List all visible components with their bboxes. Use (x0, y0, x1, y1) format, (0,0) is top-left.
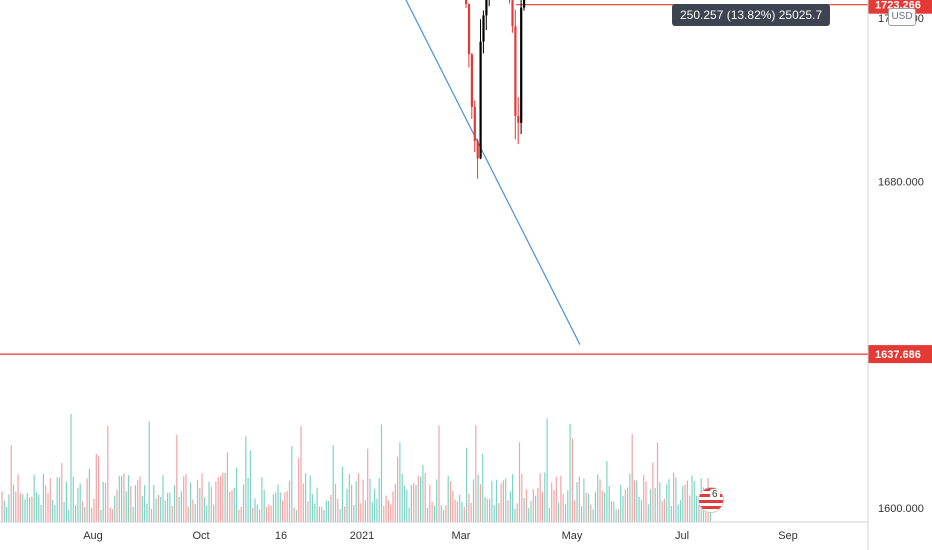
x-tick-label: Aug (83, 530, 103, 542)
y-tick-label: 1680.000 (878, 176, 924, 188)
x-tick-label: 2021 (350, 530, 374, 542)
events-count: 6 (710, 489, 720, 500)
x-tick-label: Sep (778, 530, 798, 542)
candle-body (514, 26, 517, 117)
candle-body (476, 140, 479, 159)
x-tick-label: Jul (675, 530, 689, 542)
y-tick-label: 1600.000 (878, 503, 924, 515)
candle-body (473, 106, 476, 141)
channel-lower-line (405, 0, 581, 345)
measure-tooltip: 250.257 (13.82%) 25025.7 (672, 4, 831, 26)
x-tick-label: Oct (192, 530, 209, 542)
candle-body (485, 0, 488, 16)
level-label: 1723.266 (875, 0, 921, 12)
candle-body (465, 0, 468, 5)
candle-body (517, 116, 520, 123)
candle-body (482, 15, 485, 42)
candle-body (523, 0, 526, 8)
candle-body (479, 41, 482, 159)
chart-lines (0, 0, 868, 355)
candlesticks (465, 0, 526, 179)
level-label-box (868, 0, 932, 14)
candle-body (511, 0, 514, 27)
level-label-box (868, 345, 932, 364)
x-tick-label: Mar (452, 530, 471, 542)
candle-body (520, 7, 523, 123)
economic-events-badge[interactable]: 6 (698, 487, 726, 513)
time-axis: Aug Oct 16 2021 Mar May Jul Sep (83, 530, 798, 542)
level-label: 1637.686 (875, 349, 921, 361)
candle-body (467, 4, 471, 55)
candle-body (470, 54, 473, 107)
volume-bars (1, 414, 712, 522)
x-tick-label: May (562, 530, 583, 542)
x-tick-label: 16 (275, 530, 287, 542)
currency-badge[interactable]: USD (888, 8, 916, 26)
